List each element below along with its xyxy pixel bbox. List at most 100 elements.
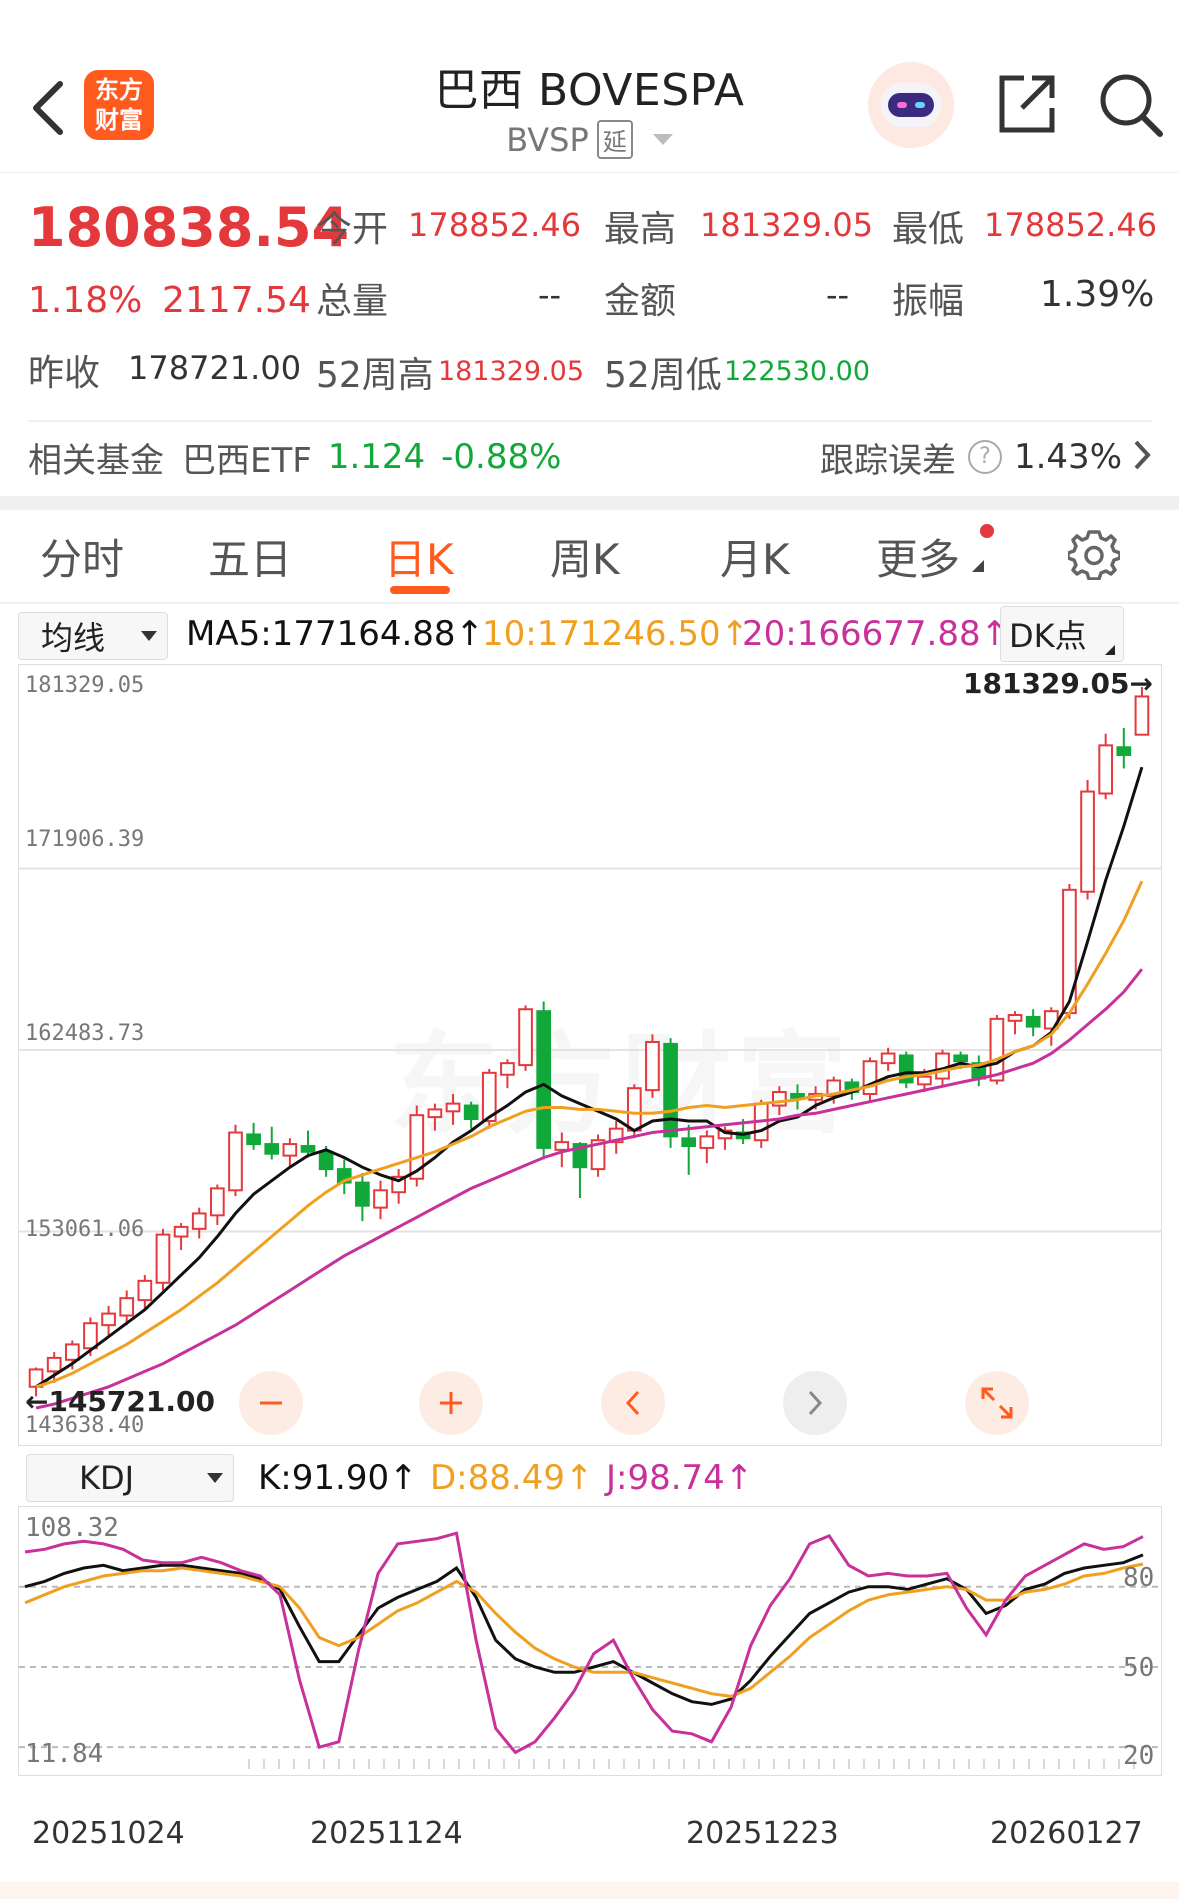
change-percent: 1.18% [28,280,143,321]
amount-label: 金额 [604,281,677,322]
related-fund-row[interactable]: 相关基金 巴西ETF 1.124 -0.88% 跟踪误差 ? 1.43% [28,432,1152,482]
y-tick-0: 181329.05 [25,673,145,698]
chevron-right-icon [1132,438,1152,476]
wk52-low-label: 52周低 [604,355,722,396]
candle-body [917,1075,932,1086]
candle-body [953,1054,968,1063]
min-price-marker: ←145721.00 [25,1385,215,1418]
volume-label: 总量 [316,281,389,322]
max-price-value: 181329.05 [963,667,1130,700]
indicator-selector[interactable]: KDJ [26,1454,234,1502]
tab-monthly-k[interactable]: 月K [720,535,790,584]
candle-body [373,1189,388,1209]
candle-body [1025,1015,1041,1028]
dk-point-button[interactable]: DK点 [1000,606,1124,662]
help-icon[interactable]: ? [967,440,1002,474]
tab-five-day[interactable]: 五日 [208,535,293,584]
min-arrow-icon: ← [25,1385,49,1418]
fund-change: -0.88% [441,437,562,477]
candle-body [318,1150,334,1171]
tab-more-corner-icon [972,560,984,572]
kdj-d-value: D:88.49↑ [430,1458,594,1498]
fund-name: 巴西ETF [182,440,312,481]
candle-body [554,1141,570,1151]
change-amount: 2117.54 [162,280,311,321]
y-tick-4: 143638.40 [25,1413,145,1438]
back-arrow-icon[interactable] [28,80,68,140]
candlestick-svg [19,687,1161,1410]
tab-more[interactable]: 更多 [876,535,961,584]
indicator-selector-label: KDJ [79,1459,135,1497]
candle-body [1007,1014,1023,1022]
period-tabs: 分时 五日 日K 周K 月K 更多 [0,524,1179,604]
wk52-low-value: 122530.00 [724,356,871,387]
eastmoney-logo[interactable]: 东方 财富 [84,70,154,140]
tracking-error-label: 跟踪误差 [819,440,956,481]
candle-body [355,1181,370,1207]
x-tick-3: 20260127 [990,1816,1143,1851]
candle-body [880,1052,896,1065]
candle-body [699,1135,715,1149]
kdj-right-20: 20 [1123,1741,1155,1771]
zoom-out-button[interactable] [239,1371,303,1435]
amount-value: -- [826,276,850,314]
candle-body [681,1137,697,1147]
tab-intraday[interactable]: 分时 [40,535,125,584]
tab-weekly-k[interactable]: 周K [550,535,620,584]
active-tab-indicator [390,586,450,594]
candle-body [481,1071,497,1122]
settings-gear-icon[interactable] [1066,528,1122,584]
max-price-marker: 181329.05→ [963,667,1153,700]
candle-body [101,1312,116,1327]
kdj-k-value: K:91.90↑ [258,1458,418,1498]
fund-label: 相关基金 [28,440,164,481]
scroll-right-button[interactable] [783,1371,847,1435]
tab-daily-k[interactable]: 日K [384,535,454,584]
robot-avatar-icon[interactable] [868,62,954,148]
y-tick-1: 171906.39 [25,827,145,852]
search-icon[interactable] [1098,72,1164,142]
candle-body [1134,695,1150,736]
kdj-j-value: J:98.74↑ [606,1458,754,1498]
candle-body [1116,746,1132,756]
kdj-chart[interactable]: 108.32 11.84 80 50 20 [18,1506,1162,1776]
candle-body [191,1212,207,1230]
logo-line1: 东方 [95,76,143,104]
candle-body [445,1102,461,1113]
candle-body [790,1092,805,1099]
x-tick-1: 20251124 [310,1816,463,1851]
x-tick-2: 20251223 [686,1816,839,1851]
dropdown-triangle-icon [141,631,157,641]
candle-body [210,1187,225,1217]
fullscreen-button[interactable] [965,1371,1029,1435]
scroll-left-button[interactable] [601,1371,665,1435]
ma20-value: 20:166677.88↑ [742,614,1010,654]
min-price-value: 145721.00 [48,1385,215,1418]
zoom-in-button[interactable] [419,1371,483,1435]
kdj-y-bottom: 11.84 [25,1739,104,1769]
logo-line2: 财富 [95,106,143,134]
candle-body [46,1356,62,1373]
candle-body [626,1087,642,1132]
open-label: 今开 [316,209,389,250]
candle-body [536,1010,552,1149]
kdj-svg [19,1531,1161,1769]
amplitude-value: 1.39% [1040,274,1155,315]
candle-body [155,1233,171,1284]
index-code-row[interactable]: BVSP 延 [0,120,1179,159]
volume-value: -- [538,276,562,314]
high-label: 最高 [604,209,677,250]
y-tick-2: 162483.73 [25,1021,145,1046]
amplitude-label: 振幅 [892,281,965,322]
candle-body [173,1225,189,1238]
max-arrow-icon: → [1129,667,1153,700]
candle-body [137,1279,153,1302]
ma-selector[interactable]: 均线 [18,612,168,660]
ma-line-ma10 [35,880,1144,1389]
candle-body [645,1040,660,1092]
fund-price: 1.124 [327,437,426,477]
candle-body [463,1104,479,1121]
dk-point-label: DK点 [1009,617,1087,655]
share-icon[interactable] [994,72,1058,140]
